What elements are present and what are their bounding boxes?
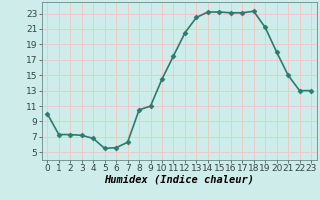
X-axis label: Humidex (Indice chaleur): Humidex (Indice chaleur) (104, 175, 254, 185)
